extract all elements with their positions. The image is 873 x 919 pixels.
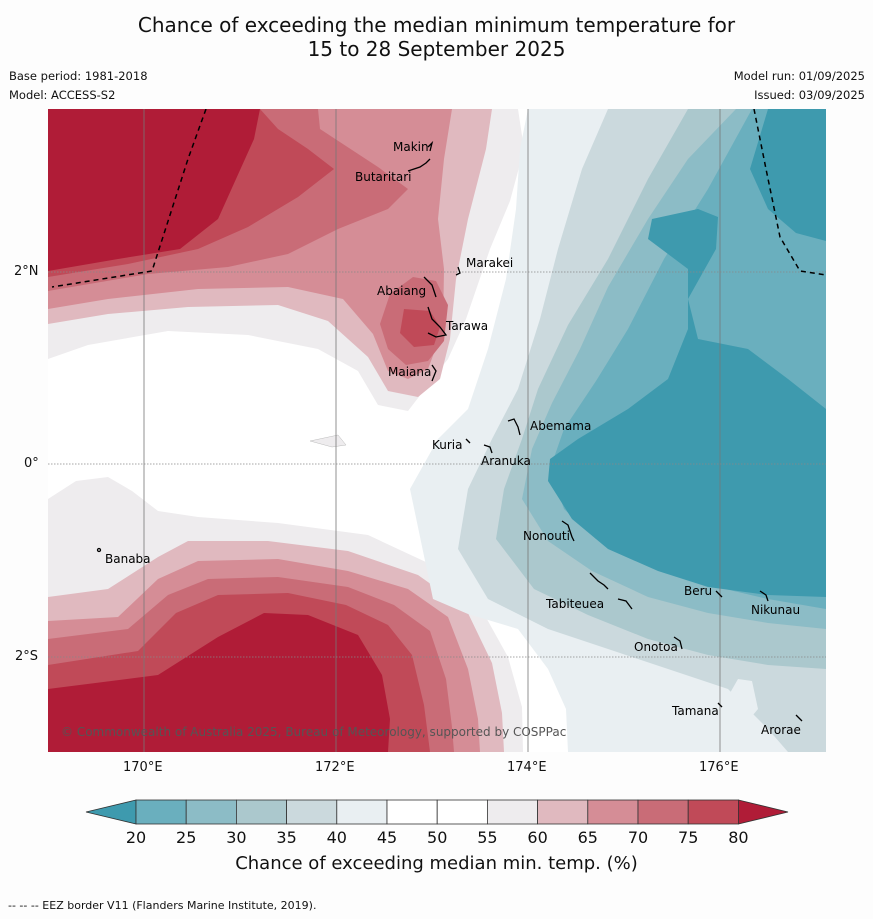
- probability-map: Makin Butaritari Marakei Abaiang Tarawa …: [48, 109, 826, 752]
- colorbar: [85, 799, 789, 825]
- place-banaba: Banaba: [105, 552, 151, 566]
- colorbar-label: Chance of exceeding median min. temp. (%…: [235, 853, 638, 874]
- colorbar-75-80: [687, 799, 739, 825]
- colorbar-40-45: [336, 799, 388, 825]
- model-name: Model: ACCESS-S2: [9, 88, 116, 102]
- place-abaiang: Abaiang: [377, 284, 426, 298]
- place-aranuka: Aranuka: [481, 454, 531, 468]
- colorbar-tick-25: 25: [176, 828, 197, 847]
- colorbar-tick-20: 20: [125, 828, 147, 847]
- place-nikunau: Nikunau: [751, 603, 800, 617]
- eez-border: [51, 109, 826, 288]
- band-below20-northeast: [750, 109, 826, 241]
- issued-date: Issued: 03/09/2025: [754, 88, 865, 102]
- lon-tick-176e: 176°E: [699, 760, 739, 775]
- place-makin: Makin: [393, 140, 429, 154]
- place-maiana: Maiana: [388, 365, 431, 379]
- colorbar-tick-55: 55: [477, 828, 498, 847]
- title-line-2: 15 to 28 September 2025: [307, 37, 566, 61]
- colorbar-tick-50: 50: [427, 828, 448, 847]
- colorbar-tick-75: 75: [678, 828, 699, 847]
- colorbar-tick-60: 60: [527, 828, 548, 847]
- colorbar-30-35: [235, 799, 287, 825]
- place-butaritari: Butaritari: [355, 170, 412, 184]
- band-above80-south: [48, 613, 390, 752]
- colorbar-tick-70: 70: [627, 828, 649, 847]
- contour-patch: [309, 434, 347, 448]
- lat-tick-0: 0°: [24, 456, 39, 471]
- place-beru: Beru: [684, 584, 712, 598]
- colorbar-tick-45: 45: [376, 828, 398, 847]
- lon-tick-172e: 172°E: [315, 760, 355, 775]
- lon-tick-170e: 170°E: [123, 760, 163, 775]
- colorbar-tick-65: 65: [577, 828, 598, 847]
- latitude-lines: [48, 271, 826, 658]
- place-marakei: Marakei: [466, 256, 513, 270]
- colorbar-tick-40: 40: [326, 828, 347, 847]
- place-abemama: Abemama: [530, 419, 591, 433]
- colorbar-65-70: [587, 799, 639, 825]
- copyright-notice: © Commonwealth of Australia 2025, Bureau…: [61, 725, 566, 739]
- place-arorae: Arorae: [761, 723, 801, 737]
- island-outlines: [96, 140, 803, 722]
- place-kuria: Kuria: [432, 438, 463, 452]
- colorbar-tick-35: 35: [276, 828, 297, 847]
- lon-tick-174e: 174°E: [507, 760, 547, 775]
- colorbar-below20: [85, 799, 137, 825]
- band-40-45-patch: [730, 679, 758, 721]
- place-tamana: Tamana: [671, 704, 719, 718]
- base-period: Base period: 1981-2018: [9, 69, 148, 83]
- gridlines: [143, 109, 721, 752]
- band-above80-north: [48, 109, 260, 271]
- band-75-80-tarawa: [400, 309, 440, 347]
- colorbar-70-75: [637, 799, 689, 825]
- lat-tick-2s: 2°S: [15, 649, 39, 664]
- place-nonouti: Nonouti: [523, 529, 570, 543]
- place-tabiteuea: Tabiteuea: [545, 597, 604, 611]
- colorbar-20-25: [135, 799, 187, 825]
- footer-note: -- -- -- EEZ border V11 (Flanders Marine…: [8, 899, 317, 912]
- colorbar-above80: [738, 799, 789, 825]
- band-below20-main: [548, 209, 826, 597]
- colorbar-35-40: [286, 799, 338, 825]
- model-run: Model run: 01/09/2025: [733, 69, 865, 83]
- place-tarawa: Tarawa: [445, 319, 488, 333]
- colorbar-55-60: [486, 799, 538, 825]
- colorbar-60-65: [537, 799, 589, 825]
- colorbar-tick-80: 80: [728, 828, 749, 847]
- colorbar-45-50: [386, 799, 438, 825]
- lat-tick-2n: 2°N: [14, 264, 39, 279]
- title-line-1: Chance of exceeding the median minimum t…: [137, 13, 736, 37]
- colorbar-tick-30: 30: [226, 828, 247, 847]
- colorbar-50-55: [436, 799, 488, 825]
- colorbar-25-30: [185, 799, 237, 825]
- place-onotoa: Onotoa: [634, 640, 678, 654]
